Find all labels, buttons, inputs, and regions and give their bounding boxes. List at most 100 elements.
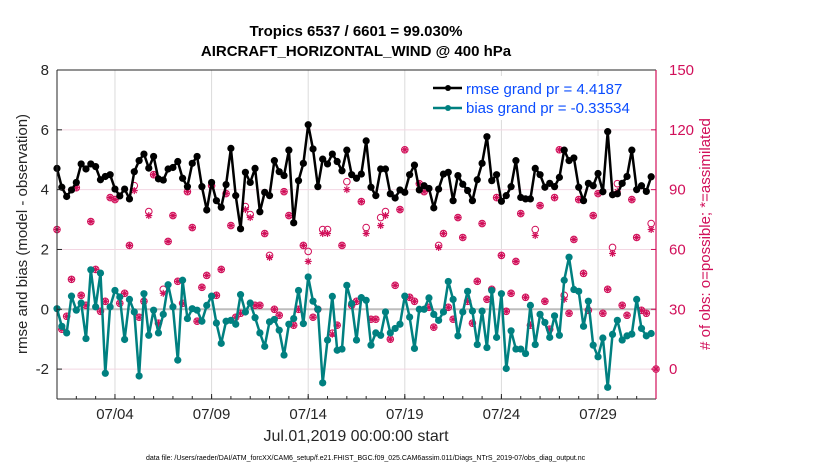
assimilated-obs-marker (377, 222, 385, 230)
bias-point (198, 317, 206, 325)
assimilated-obs-marker (111, 196, 119, 204)
asterisk-stroke (324, 230, 331, 237)
rmse-point (362, 137, 370, 145)
rmse-point (410, 161, 419, 169)
bias-point (449, 295, 457, 304)
assimilated-obs-marker (541, 297, 549, 305)
bias-point (478, 307, 486, 315)
assimilated-obs-marker (77, 291, 85, 299)
assimilated-obs-marker (198, 283, 206, 291)
rmse-point (444, 168, 452, 176)
assimilated-obs-marker (570, 235, 578, 243)
rmse-point (140, 150, 148, 158)
rmse-point (381, 165, 390, 173)
asterisk-stroke (430, 324, 437, 331)
assimilated-obs-marker (217, 265, 225, 273)
rmse-point (478, 159, 486, 167)
bias-point (227, 316, 235, 324)
rmse-point (647, 173, 655, 181)
assimilated-obs-marker (270, 305, 278, 313)
rmse-point (77, 160, 85, 168)
assimilated-obs-marker (67, 275, 75, 283)
bias-point (517, 345, 525, 353)
asterisk-stroke (628, 196, 635, 203)
rmse-point (314, 183, 322, 191)
bias-point (299, 320, 307, 328)
bias-point (256, 329, 264, 337)
rmse-point (328, 150, 336, 158)
assimilated-obs-marker (536, 202, 544, 210)
bias-point (154, 329, 163, 337)
assimilated-obs-marker (338, 241, 346, 249)
assimilated-obs-marker (261, 230, 269, 238)
bias-point (275, 326, 283, 334)
bias-point (435, 316, 443, 324)
asterisk-stroke (107, 194, 114, 201)
rmse-point (372, 192, 380, 200)
bias-point (217, 339, 225, 347)
asterisk-stroke (484, 296, 490, 303)
asterisk-stroke (343, 186, 350, 193)
possible-obs-marker (304, 247, 312, 256)
bias-point (410, 344, 419, 353)
rmse-point (536, 171, 544, 179)
bias-point (125, 295, 134, 304)
asterisk-stroke (160, 290, 167, 297)
assimilated-obs-marker (618, 301, 626, 309)
assimilated-obs-marker (357, 198, 365, 206)
bias-point (391, 324, 399, 333)
asterisk-stroke (566, 310, 572, 317)
bias-point (343, 281, 351, 289)
rmse-point (159, 176, 167, 184)
bias-point (140, 290, 148, 298)
assimilated-obs-marker (565, 309, 573, 317)
assimilated-obs-marker (372, 315, 380, 323)
rmse-point (130, 168, 138, 176)
bias-point (613, 316, 621, 324)
asterisk-stroke (387, 336, 394, 343)
rmse-point (618, 179, 626, 187)
rmse-point (58, 183, 66, 191)
bias-point (77, 299, 85, 307)
rmse-point (82, 165, 90, 173)
asterisk-stroke (648, 226, 655, 233)
y-right-tick-label: 150 (669, 62, 694, 79)
assimilated-obs-marker (343, 186, 351, 194)
assimilated-obs-marker (135, 313, 143, 321)
bias-point (483, 343, 491, 352)
bias-point (193, 306, 201, 314)
asterisk-stroke (170, 212, 176, 219)
bias-point (594, 353, 602, 361)
assimilated-obs-marker (391, 281, 399, 289)
y-axis-label: rmse and bias (model - observation) (14, 114, 31, 354)
asterisk-stroke (261, 230, 268, 237)
assimilated-obs-marker (589, 212, 597, 220)
bias-point (502, 364, 510, 373)
bias-point (348, 299, 356, 308)
assimilated-obs-marker (512, 257, 520, 265)
asterisk-stroke (397, 206, 403, 213)
asterisk-stroke (508, 290, 515, 297)
bias-point (130, 308, 138, 316)
rmse-point (464, 186, 472, 195)
y-right-tick-label: 30 (669, 301, 686, 318)
asterisk-stroke (68, 276, 75, 283)
bias-point (203, 301, 211, 309)
bias-point (560, 276, 568, 284)
rmse-point (541, 183, 549, 191)
possible-obs-marker (343, 177, 351, 186)
bias-point (58, 322, 66, 330)
bias-point (261, 342, 269, 350)
rmse-point (299, 159, 307, 167)
bias-point (575, 287, 583, 295)
bias-point (207, 292, 216, 300)
assimilated-obs-marker (164, 237, 172, 245)
bias-point (323, 336, 332, 344)
bias-point (328, 292, 336, 301)
assimilated-obs-marker (410, 297, 418, 305)
rmse-point (570, 154, 578, 162)
axes: 07/04 07/09 07/14 07/19 07/24 07/290306090120… (36, 62, 694, 423)
rmse-point (512, 157, 520, 165)
rmse-point (183, 183, 192, 191)
asterisk-stroke (112, 196, 118, 203)
